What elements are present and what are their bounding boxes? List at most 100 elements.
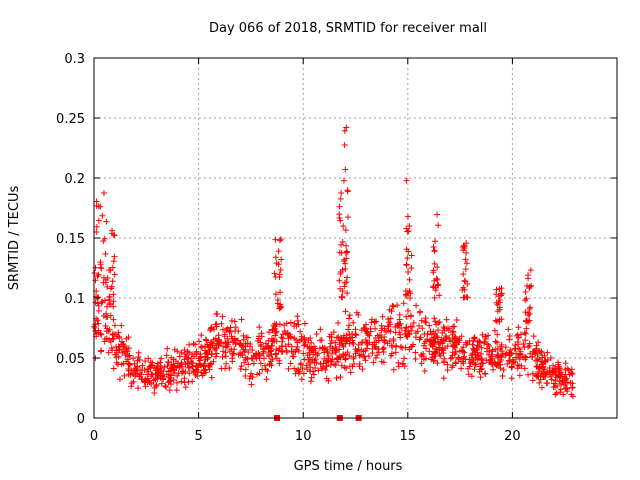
data-point [277,236,284,243]
data-point [126,361,133,368]
data-point [272,236,279,243]
data-point [121,348,128,355]
grid-lines [94,58,617,418]
data-point [452,335,459,342]
data-point [422,355,429,362]
data-points [91,124,576,421]
data-point [321,355,328,362]
data-point [273,338,280,345]
data-point [410,319,417,326]
data-point [521,344,528,351]
data-point [498,316,505,323]
data-point [426,322,433,329]
data-point [527,350,534,357]
data-point [422,318,429,325]
data-point [475,353,482,360]
data-point [525,309,532,316]
data-point [116,376,123,383]
data-point [297,328,304,335]
data-point [304,366,311,373]
data-point [461,294,468,301]
data-point [252,351,259,358]
data-point [408,327,415,334]
data-point [226,328,233,335]
data-point [279,335,286,342]
data-point [433,346,440,353]
data-point [342,356,349,363]
data-point [340,351,347,358]
data-point [287,360,294,367]
data-point [222,365,228,372]
data-point [164,363,171,370]
data-point [528,353,535,360]
data-point [492,317,499,324]
data-point [403,332,410,339]
data-point [483,348,490,355]
data-point [487,356,494,363]
data-point [555,363,562,370]
data-point [151,384,158,391]
data-point [514,362,521,369]
data-point [505,326,512,333]
data-point [527,304,534,311]
data-point [110,231,117,238]
data-point [254,371,261,378]
data-point [526,340,533,347]
x-tick-label: 10 [295,429,312,444]
data-point [215,332,222,339]
data-point [318,365,325,372]
data-point [417,334,424,341]
data-point [562,360,569,367]
data-point [556,373,563,380]
data-point [277,266,284,273]
data-point [486,347,493,354]
data-point [508,364,515,371]
data-point [392,349,399,356]
data-point [263,376,270,383]
data-point [406,276,413,283]
data-point [508,375,515,382]
data-point [444,367,451,374]
data-point [98,331,105,338]
data-point [492,338,499,345]
data-point [294,317,301,324]
data-point [266,329,273,336]
data-point [273,328,280,335]
data-point [479,360,486,367]
data-point [537,376,544,383]
data-point [433,321,440,328]
data-point [525,272,532,279]
data-point [258,330,265,337]
data-point [300,370,307,377]
data-point [463,249,470,256]
data-point [125,334,132,341]
data-point [307,378,314,385]
data-point [182,353,189,360]
data-point [130,355,137,362]
data-point [276,305,283,312]
data-point [443,316,450,323]
data-point [438,336,445,343]
data-point [248,355,255,362]
data-point [395,363,402,370]
data-point [402,344,409,351]
data-point [272,350,279,357]
data-point [460,243,467,250]
data-point [387,315,394,322]
data-point [224,325,231,332]
data-point [358,351,365,358]
data-point [261,362,268,369]
data-point [527,267,534,274]
data-point [536,379,543,386]
y-axis-label: SRMTID / TECUs [7,186,22,291]
data-point [132,371,139,378]
data-point [550,384,557,391]
data-point [305,337,312,344]
data-point [530,333,537,340]
data-point [569,371,576,378]
data-point [102,336,109,343]
data-point [147,365,154,372]
data-point [482,333,489,340]
data-point [145,368,152,375]
